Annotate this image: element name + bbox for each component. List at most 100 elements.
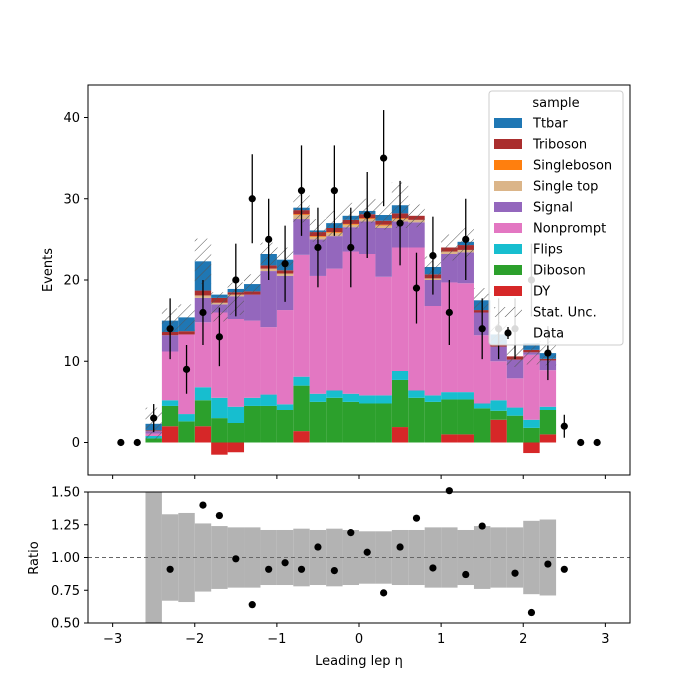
data-point-21 [462, 235, 470, 243]
ratio-band-21 [490, 527, 507, 588]
bar-diboson-21 [490, 410, 507, 420]
ratio-point-20 [527, 608, 536, 617]
ratio-point-3 [232, 555, 240, 563]
bar-diboson-18 [441, 399, 458, 435]
bar-flips-6 [244, 397, 261, 406]
bar-nonprompt-14 [375, 276, 392, 396]
ratio-plot: 0.50 0.75 1.00 1.25 1.50 −3 −2 −1 0 1 2 3 Ratio Le… [27, 486, 631, 669]
ratio-point-0 [166, 565, 174, 573]
bar-nonprompt-6 [244, 320, 261, 398]
data-point-26 [544, 349, 552, 357]
legend-label-diboson: Diboson [533, 264, 586, 279]
bar-nonprompt-22 [506, 378, 524, 408]
data-point-18 [412, 284, 421, 292]
legend-swatch-nonprompt [494, 223, 522, 233]
bar-flips-7 [260, 394, 277, 406]
data-point-14 [347, 243, 355, 252]
data-point-4 [182, 365, 191, 373]
ratio-point-10 [347, 529, 355, 537]
bar-dy-9 [293, 431, 310, 443]
main-x-ticks [112, 475, 606, 479]
bar-signal-7 [260, 271, 277, 328]
x-axis-label: Leading lep η [315, 654, 403, 669]
bar-diboson-23 [523, 427, 540, 443]
x-tick-label-1: 1 [437, 632, 445, 647]
data-point-10 [281, 260, 289, 268]
legend-swatch-signal [494, 202, 522, 212]
bar-signal-16 [408, 222, 425, 248]
ratio-band-19 [457, 529, 474, 586]
ratio-point-22 [560, 565, 568, 573]
data-point-20 [445, 308, 453, 317]
data-point-8 [248, 195, 256, 203]
bar-flips-10 [309, 393, 327, 402]
bar-diboson-9 [293, 385, 310, 432]
bar-diboson-5 [227, 423, 245, 443]
legend-label-stat-unc: Stat. Unc. [533, 306, 597, 321]
bar-nonprompt-9 [293, 254, 310, 377]
legend-label-dy: DY [533, 285, 550, 300]
main-plot: 0 10 20 30 40 Events [41, 84, 631, 479]
bar-nonprompt-21 [490, 361, 507, 401]
stat-unc-6 [244, 274, 261, 294]
stat-unc-18 [441, 234, 458, 261]
bar-diboson-3 [194, 400, 212, 427]
bar-diboson-24 [539, 410, 557, 435]
bar-diboson-0 [145, 438, 162, 443]
bar-nonprompt-24 [539, 370, 557, 407]
data-point-19 [429, 252, 437, 260]
bar-nonprompt-15 [391, 247, 409, 371]
bar-nonprompt-12 [342, 251, 359, 394]
data-point-15 [363, 211, 371, 219]
legend-label-flips: Flips [533, 243, 563, 258]
bar-flips-17 [424, 395, 442, 402]
data-point-27 [560, 422, 568, 430]
bar-nonprompt-10 [309, 275, 327, 394]
bar-dy-18 [441, 434, 458, 443]
bar-nonprompt-1 [161, 351, 179, 401]
ratio-band-10 [309, 529, 327, 586]
legend-box [488, 90, 624, 346]
ratio-band-16 [408, 529, 425, 586]
legend-swatch-dy [494, 286, 522, 296]
legend-label-triboson: Triboson [532, 138, 587, 153]
ratio-y-ticks: 0.50 0.75 1.00 1.25 1.50 [51, 486, 88, 632]
bar-dy-4 [211, 442, 228, 455]
bar-signal-9 [293, 219, 310, 255]
bar-dy-21 [490, 419, 507, 443]
bar-flips-13 [359, 395, 376, 404]
y-tick-label-20: 20 [63, 274, 80, 289]
bar-diboson-15 [391, 379, 409, 428]
legend-label-signal: Signal [533, 201, 573, 216]
ratio-point-17 [462, 570, 470, 579]
bar-diboson-14 [375, 403, 392, 443]
bar-diboson-20 [473, 408, 491, 443]
data-point-2 [150, 414, 158, 422]
ratio-band-1 [161, 514, 179, 601]
ratio-point-2 [215, 511, 223, 520]
x-tick-label-2: 2 [519, 632, 527, 647]
ratio-point-13 [396, 543, 404, 551]
data-point-29 [593, 438, 601, 447]
bar-flips-5 [227, 406, 245, 423]
ratio-band-13 [359, 531, 376, 584]
bar-dy-3 [194, 426, 212, 443]
bar-nonprompt-17 [424, 306, 442, 396]
legend: sample Ttbar Triboson Singleboson Single to… [488, 90, 624, 346]
ratio-point-18 [478, 522, 486, 530]
bar-nonprompt-20 [473, 335, 491, 404]
data-points [117, 110, 601, 447]
data-point-6 [215, 333, 223, 341]
y-axis-label: Events [41, 248, 56, 292]
bar-flips-21 [490, 400, 507, 411]
bar-dy-15 [391, 427, 409, 443]
bar-flips-22 [506, 407, 524, 416]
data-point-13 [330, 187, 338, 195]
data-point-5 [199, 308, 207, 317]
bar-diboson-12 [342, 401, 359, 443]
bar-dy-5 [227, 442, 245, 453]
ratio-y-tick-label-1.00: 1.00 [51, 551, 80, 566]
legend-label-ttbar: Ttbar [532, 117, 568, 132]
bar-flips-3 [194, 387, 212, 401]
